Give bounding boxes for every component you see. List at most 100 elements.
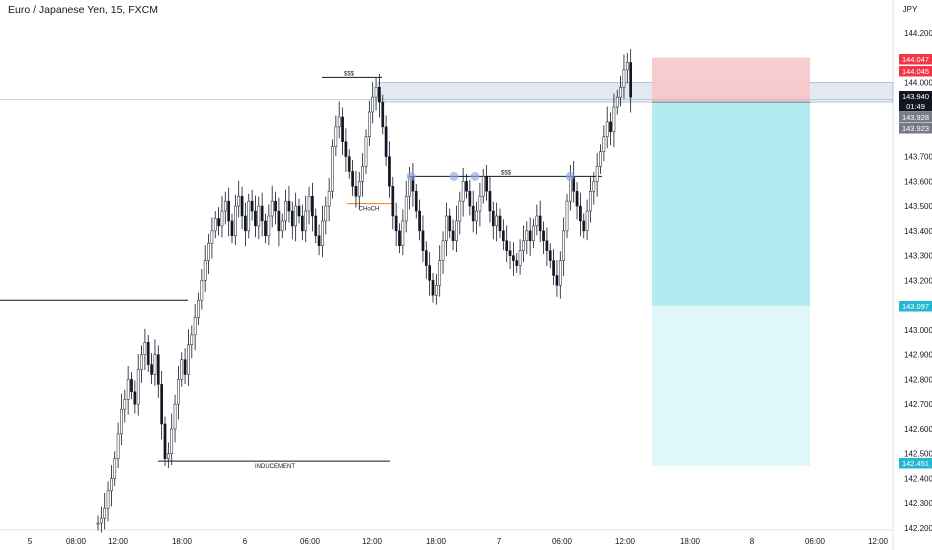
take-profit-zone-far[interactable]	[652, 305, 810, 466]
candle-body	[270, 200, 274, 217]
candle-body	[562, 230, 565, 261]
currency-label: JPY	[903, 5, 918, 14]
candle-body	[223, 200, 227, 212]
y-tick-label: 143.000	[904, 326, 932, 335]
x-tick-label: 6	[243, 537, 248, 546]
candle-body	[307, 195, 311, 212]
candle-body	[465, 181, 468, 192]
candle-body	[257, 205, 261, 227]
x-tick-label: 18:00	[426, 537, 447, 546]
inducement-label: INDUCEMENT	[255, 464, 295, 470]
x-tick-label: 18:00	[172, 537, 193, 546]
candle-body	[525, 230, 529, 242]
y-tick-label: 144.000	[904, 78, 932, 87]
candle-body	[555, 275, 559, 286]
candle-body	[217, 218, 220, 227]
y-tick-label: 142.500	[904, 450, 932, 459]
candle-body	[187, 344, 190, 375]
candle-body	[183, 359, 187, 375]
candle-body	[602, 136, 606, 152]
entry-price-badge-2: 143.923	[902, 124, 929, 133]
candle-body	[589, 190, 592, 212]
candle-body	[625, 62, 629, 71]
candle-body	[485, 176, 488, 192]
upper-liquidity-label: $$$	[344, 71, 355, 77]
candle-body	[234, 205, 237, 237]
candle-body	[136, 369, 140, 405]
candle-body	[542, 230, 545, 242]
y-tick-label: 143.500	[904, 202, 932, 211]
candle-body	[163, 423, 167, 459]
candle-body	[445, 215, 448, 242]
candle-body	[515, 260, 519, 266]
candle-body	[280, 220, 284, 232]
candle-body	[418, 210, 421, 232]
candle-body	[213, 218, 217, 232]
liquidity-marker	[406, 171, 416, 181]
candle-body	[277, 210, 281, 232]
candle-body	[126, 379, 130, 400]
candle-body	[160, 384, 164, 425]
candle-body	[488, 190, 492, 212]
candle-body	[324, 205, 328, 222]
candle-body	[495, 215, 498, 227]
liquidity-marker	[449, 171, 459, 181]
tp-price-badge-bg	[899, 301, 932, 312]
candle-body	[374, 86, 378, 98]
liquidity-marker	[565, 171, 575, 181]
candle-body	[130, 379, 133, 393]
stop-price-badge-2: 144.045	[902, 67, 929, 76]
candle-body	[522, 240, 525, 251]
x-tick-label: 12:00	[362, 537, 383, 546]
candle-body	[227, 200, 231, 222]
candle-body	[304, 210, 308, 232]
candle-body	[294, 205, 297, 227]
candle-body	[368, 111, 371, 138]
candle-body	[347, 156, 351, 172]
candle-body	[264, 220, 267, 237]
y-tick-label: 143.200	[904, 276, 932, 285]
stop-price-badge-bg	[899, 54, 932, 65]
candle-body	[123, 398, 127, 410]
candle-body	[150, 364, 153, 375]
candle-body	[344, 141, 348, 157]
candle-body	[331, 146, 334, 192]
stop-loss-zone[interactable]	[652, 57, 810, 103]
candle-body	[197, 299, 200, 318]
x-tick-label: 08:00	[66, 537, 87, 546]
candle-body	[478, 195, 482, 212]
candle-body	[538, 215, 542, 232]
candle-body	[545, 240, 549, 251]
candle-body	[337, 116, 341, 128]
candle-body	[120, 408, 123, 435]
candle-body	[354, 186, 358, 197]
candle-body	[290, 210, 294, 227]
candle-body	[334, 126, 338, 147]
take-profit-zone-near[interactable]	[652, 102, 810, 306]
candle-body	[595, 166, 599, 182]
choch-label: CHoCH	[359, 207, 380, 213]
candle-body	[167, 453, 170, 459]
candle-body	[237, 195, 241, 207]
candle-body	[505, 240, 509, 251]
candle-body	[203, 260, 207, 281]
candle-body	[582, 220, 586, 232]
candle-body	[156, 354, 160, 385]
candle-body	[398, 230, 401, 246]
candle-body	[190, 334, 194, 346]
x-tick-label: 5	[28, 537, 33, 546]
equal-highs-label: $$$	[501, 170, 512, 176]
candle-body	[431, 280, 435, 296]
candle-body	[341, 116, 344, 142]
candle-body	[461, 181, 465, 202]
candle-body	[619, 86, 622, 98]
x-tick-label: 12:00	[108, 537, 129, 546]
liquidity-zone[interactable]	[377, 81, 894, 103]
x-tick-label: 18:00	[680, 537, 701, 546]
candle-body	[357, 181, 361, 197]
candle-body	[502, 230, 505, 242]
candle-body	[100, 517, 103, 524]
candle-body	[528, 230, 532, 242]
candle-body	[364, 136, 368, 167]
